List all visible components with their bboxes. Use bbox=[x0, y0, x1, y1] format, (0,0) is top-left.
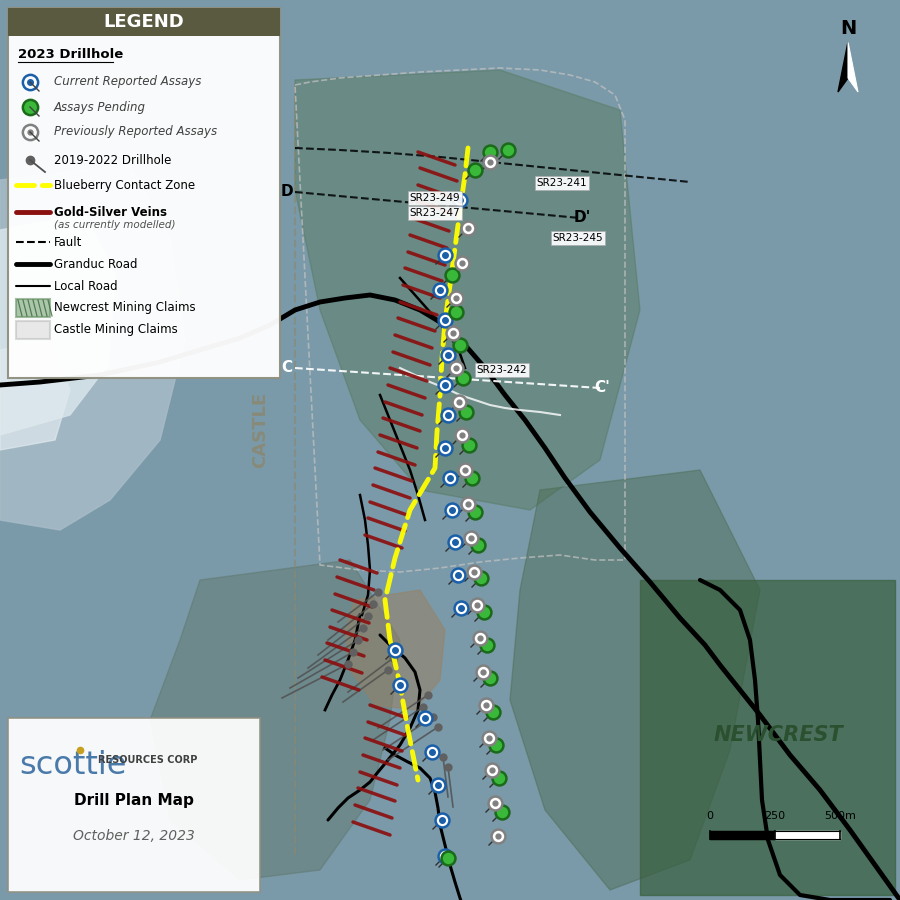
Text: D: D bbox=[281, 184, 293, 200]
Text: 0: 0 bbox=[706, 811, 714, 821]
Text: Newcrest Mining Claims: Newcrest Mining Claims bbox=[54, 302, 195, 314]
Text: Drill Plan Map: Drill Plan Map bbox=[74, 793, 194, 807]
Polygon shape bbox=[0, 340, 70, 450]
Polygon shape bbox=[838, 42, 848, 92]
Text: Granduc Road: Granduc Road bbox=[54, 257, 138, 271]
Text: N: N bbox=[840, 19, 856, 38]
Text: D': D' bbox=[573, 211, 590, 226]
Text: C': C' bbox=[594, 381, 610, 395]
FancyBboxPatch shape bbox=[8, 8, 280, 378]
Polygon shape bbox=[510, 470, 760, 890]
FancyBboxPatch shape bbox=[16, 299, 50, 317]
Text: scottie: scottie bbox=[19, 751, 127, 781]
Polygon shape bbox=[0, 165, 185, 530]
Polygon shape bbox=[295, 70, 640, 510]
Text: Previously Reported Assays: Previously Reported Assays bbox=[54, 125, 217, 139]
FancyBboxPatch shape bbox=[16, 321, 50, 339]
Polygon shape bbox=[640, 580, 895, 895]
Text: October 12, 2023: October 12, 2023 bbox=[73, 829, 195, 843]
Text: SR23-242: SR23-242 bbox=[477, 365, 527, 375]
Text: Current Reported Assays: Current Reported Assays bbox=[54, 76, 202, 88]
Text: Castle Mining Claims: Castle Mining Claims bbox=[54, 323, 178, 337]
Text: SR23-247: SR23-247 bbox=[410, 208, 460, 218]
Polygon shape bbox=[0, 215, 115, 435]
Text: RESOURCES CORP: RESOURCES CORP bbox=[98, 755, 198, 765]
Text: Assays Pending: Assays Pending bbox=[54, 101, 146, 113]
Text: SR23-245: SR23-245 bbox=[553, 233, 603, 243]
Text: LEGEND: LEGEND bbox=[104, 13, 184, 31]
Text: C: C bbox=[282, 361, 292, 375]
Polygon shape bbox=[150, 560, 400, 880]
Text: SR23-241: SR23-241 bbox=[536, 178, 588, 188]
Text: NEWCREST: NEWCREST bbox=[713, 725, 843, 745]
FancyBboxPatch shape bbox=[8, 8, 280, 36]
Polygon shape bbox=[848, 42, 858, 92]
Text: SR23-249: SR23-249 bbox=[410, 193, 460, 203]
FancyBboxPatch shape bbox=[8, 718, 260, 892]
Text: 2019-2022 Drillhole: 2019-2022 Drillhole bbox=[54, 154, 171, 166]
Text: (as currently modelled): (as currently modelled) bbox=[54, 220, 176, 230]
Text: Gold-Silver Veins: Gold-Silver Veins bbox=[54, 205, 167, 219]
Text: Blueberry Contact Zone: Blueberry Contact Zone bbox=[54, 178, 195, 192]
Text: 500m: 500m bbox=[824, 811, 856, 821]
Text: Local Road: Local Road bbox=[54, 280, 118, 292]
Text: 250: 250 bbox=[764, 811, 786, 821]
Text: 2023 Drillhole: 2023 Drillhole bbox=[18, 48, 123, 60]
Text: CASTLE: CASTLE bbox=[251, 392, 269, 468]
Text: Fault: Fault bbox=[54, 236, 83, 248]
Polygon shape bbox=[345, 590, 445, 710]
